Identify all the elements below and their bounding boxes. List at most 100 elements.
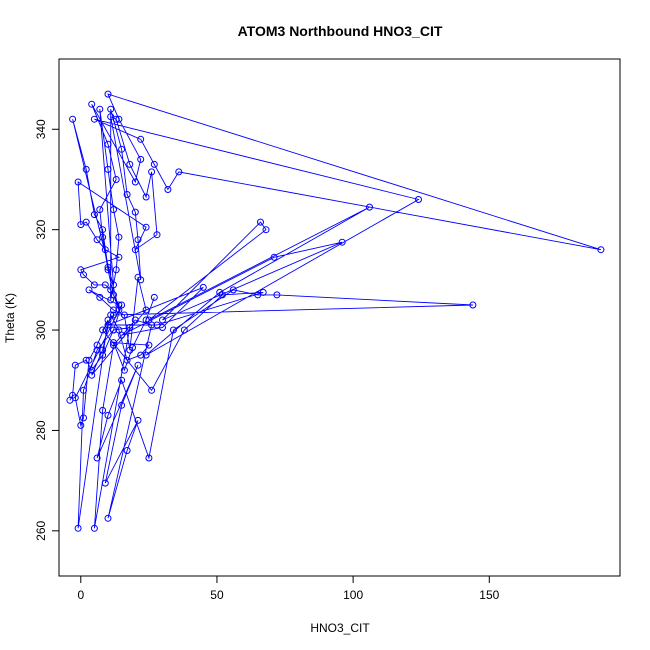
- data-point: [93, 454, 101, 462]
- x-tick-label: 50: [210, 588, 224, 602]
- x-tick-label: 100: [343, 588, 363, 602]
- data-point: [469, 301, 477, 309]
- y-tick-label: 320: [34, 219, 48, 239]
- data-point: [99, 346, 107, 354]
- data-point: [142, 306, 150, 314]
- data-point: [115, 301, 123, 309]
- data-point: [123, 447, 131, 454]
- data-point: [104, 165, 112, 173]
- data-point: [112, 266, 120, 274]
- data-point: [110, 341, 117, 349]
- data-point: [134, 416, 142, 424]
- data-point: [74, 178, 82, 186]
- data-point: [80, 414, 87, 422]
- data-point: [153, 321, 161, 329]
- y-tick-label: 340: [34, 119, 48, 139]
- x-axis-label: HNO3_CIT: [310, 621, 370, 635]
- data-point: [115, 306, 123, 314]
- data-point: [126, 324, 134, 331]
- data-point: [169, 326, 177, 334]
- data-point: [101, 479, 109, 487]
- data-point: [74, 524, 82, 532]
- data-point: [71, 361, 79, 369]
- data-point: [82, 165, 90, 173]
- data-point: [93, 236, 101, 244]
- data-point: [118, 145, 126, 153]
- y-tick-label: 280: [34, 420, 48, 440]
- data-point: [99, 351, 107, 359]
- data-point: [142, 351, 150, 359]
- data-point: [134, 361, 142, 369]
- data-point: [145, 454, 153, 462]
- data-point: [107, 105, 115, 113]
- data-point: [93, 341, 101, 349]
- data-point: [99, 233, 107, 241]
- data-point: [90, 524, 98, 532]
- data-point: [150, 293, 158, 301]
- data-point: [148, 168, 156, 176]
- x-axis: 0 50 100 150: [77, 575, 500, 602]
- data-point: [99, 406, 107, 414]
- data-point: [415, 196, 422, 203]
- data-point: [150, 160, 158, 168]
- data-point: [96, 105, 104, 113]
- data-point: [107, 296, 115, 304]
- data-point: [90, 281, 98, 289]
- data-point: [77, 421, 85, 429]
- data-point: [120, 311, 128, 319]
- data-point: [115, 253, 123, 261]
- data-point: [148, 386, 156, 394]
- data-point: [134, 273, 142, 281]
- y-axis-label: Theta (K): [3, 293, 17, 343]
- data-point: [153, 231, 161, 239]
- plot-frame: [58, 58, 621, 577]
- data-point: [96, 206, 104, 214]
- data-point: [96, 293, 104, 301]
- data-point: [101, 246, 109, 254]
- data-point: [80, 386, 87, 394]
- data-point: [85, 356, 93, 364]
- data-point: [104, 321, 112, 329]
- series-lines: [69, 93, 602, 529]
- data-point: [104, 263, 112, 271]
- data-point: [80, 271, 87, 279]
- data-point: [131, 316, 139, 324]
- data-point: [88, 371, 96, 379]
- data-point: [104, 90, 112, 98]
- data-point: [107, 311, 115, 319]
- data-point: [145, 341, 153, 349]
- data-point: [71, 394, 79, 402]
- data-point: [597, 246, 605, 254]
- data-point: [104, 514, 112, 522]
- y-tick-label: 260: [34, 520, 48, 540]
- data-point: [101, 281, 109, 289]
- data-point: [110, 326, 117, 334]
- data-point: [199, 283, 207, 291]
- data-point: [270, 253, 278, 261]
- data-point: [99, 326, 107, 334]
- data-point: [229, 286, 237, 294]
- x-tick-label: 150: [479, 588, 499, 602]
- data-point: [142, 316, 150, 324]
- data-point: [338, 238, 346, 246]
- data-point: [107, 113, 115, 121]
- data-point: [104, 140, 112, 148]
- data-point: [107, 286, 115, 294]
- data-point: [118, 401, 126, 409]
- data-point: [126, 160, 134, 168]
- data-point: [120, 366, 128, 374]
- data-point: [104, 411, 112, 419]
- data-point: [104, 266, 112, 274]
- data-point: [366, 203, 373, 211]
- data-point: [164, 186, 172, 193]
- data-point: [142, 223, 150, 231]
- data-point: [90, 211, 98, 219]
- data-point: [137, 135, 145, 143]
- data-point: [134, 236, 142, 244]
- data-point: [137, 155, 145, 163]
- data-point: [137, 351, 145, 359]
- data-point: [110, 339, 117, 347]
- data-point: [131, 208, 139, 216]
- data-point: [142, 193, 150, 201]
